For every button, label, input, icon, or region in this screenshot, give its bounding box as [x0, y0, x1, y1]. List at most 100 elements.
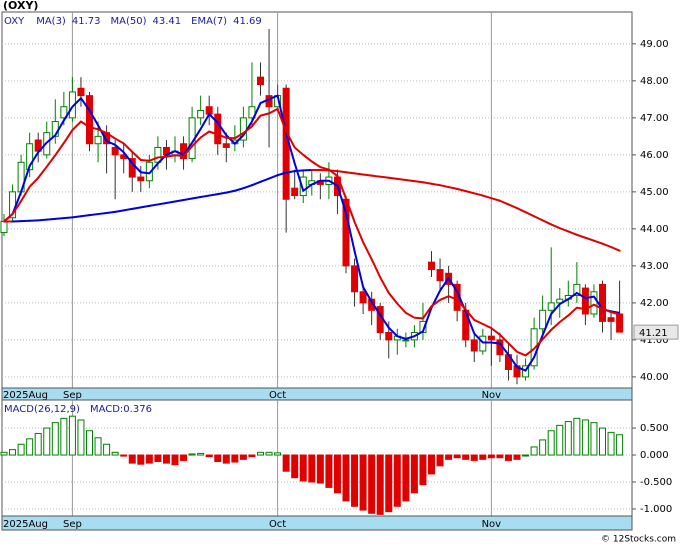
candle-body [547, 302, 555, 311]
ma-segment [79, 214, 91, 218]
candle-body [359, 291, 367, 304]
macd-bar [616, 434, 624, 456]
macd-bar [103, 443, 111, 456]
candle-body [573, 283, 581, 296]
ma-segment [37, 218, 48, 222]
macd-bar [239, 454, 247, 460]
macd-bar [479, 454, 487, 460]
candle-body [145, 161, 153, 182]
macd-bar [573, 417, 581, 456]
candle-body [26, 143, 34, 171]
macd-bar [487, 454, 495, 459]
footer: © 12Stocks.com [601, 535, 676, 545]
ma-segment [276, 171, 288, 177]
ma-segment [268, 174, 279, 180]
candle-body [60, 106, 68, 119]
legend-value: 41.69 [233, 16, 262, 27]
macd-bar [376, 454, 384, 515]
ma-segment [97, 211, 108, 216]
macd-bar [77, 419, 85, 456]
macd-bar [419, 454, 427, 486]
x-tick-label: Nov [482, 519, 502, 530]
macd-bar [496, 454, 504, 459]
macd-bar [214, 454, 222, 463]
ma-segment [430, 182, 442, 187]
macd-bar [86, 430, 93, 456]
ma-segment [216, 191, 228, 196]
legend-entry: MA(3) [36, 16, 66, 27]
ma-segment [464, 190, 476, 195]
legend-value: 43.41 [152, 16, 181, 27]
macd-bar [68, 415, 76, 456]
candle-body [607, 317, 615, 322]
ma-segment [541, 219, 553, 226]
macd-bar [564, 421, 572, 456]
candle-body [0, 220, 8, 234]
ma-segment [481, 194, 493, 200]
ma-segment [199, 194, 211, 199]
ma-line [3, 107, 620, 357]
candle-body [248, 106, 256, 119]
ma-segment [575, 233, 587, 239]
y-tick-label: 40.00 [640, 372, 669, 383]
ma-segment [601, 242, 613, 248]
y-tick-label: 45.00 [640, 187, 669, 198]
macd-bar [34, 432, 42, 456]
ma-segment [387, 176, 399, 180]
ma-segment [88, 213, 100, 217]
x-tick-label: Oct [269, 519, 286, 530]
macd-bar [316, 454, 324, 484]
y-tick-label: 44.00 [640, 224, 669, 235]
y-tick-label: 47.00 [640, 113, 669, 124]
macd-bar [428, 454, 435, 475]
ma-segment [156, 201, 168, 206]
ma-segment [507, 203, 518, 210]
candle-body [77, 87, 85, 97]
macd-bar [393, 454, 401, 507]
ma-segment [610, 246, 621, 252]
legend-entry: MA(50) [110, 16, 146, 27]
plot-area [1, 11, 633, 389]
ma-segment [353, 172, 365, 176]
candle-body [402, 339, 410, 342]
macd-bar [231, 454, 239, 463]
macd-bar [60, 417, 68, 456]
ma-segment [336, 170, 347, 174]
macd-bar [470, 454, 478, 461]
macd-bar [111, 451, 119, 456]
x-tick-label: Sep [63, 519, 82, 530]
macd-bar [333, 454, 341, 494]
candle-body [590, 291, 598, 315]
macd-bar [599, 427, 606, 456]
macd-bar [325, 454, 333, 488]
y-tick-label: 41.00 [640, 335, 669, 346]
ma-segment [550, 223, 561, 230]
ma-segment [293, 169, 305, 173]
ma-segment [233, 187, 245, 192]
macd-bar [522, 454, 530, 457]
date-axis [1, 515, 633, 531]
macd-bar [590, 422, 598, 456]
macd-bar [504, 454, 512, 461]
candle-body [539, 309, 547, 330]
macd-bar [265, 451, 273, 456]
ma-segment [208, 193, 219, 197]
ma-segment [490, 197, 501, 202]
candle-body [385, 331, 393, 341]
macd-bar [171, 454, 179, 466]
macd-bar [513, 454, 521, 460]
macd-bar [410, 454, 418, 494]
macd-value: MACD:0.376 [90, 404, 152, 415]
price-tag [633, 324, 679, 340]
ma-segment [413, 180, 424, 184]
ma-segment [191, 196, 202, 200]
ma-segment [421, 181, 433, 185]
candle-body [214, 113, 222, 145]
candle-body [581, 287, 589, 315]
ma-segment [62, 216, 74, 220]
macd-bar [257, 451, 264, 456]
macd-bar [462, 454, 470, 460]
ma-segment [396, 177, 407, 182]
legend-symbol: OXY [4, 16, 25, 27]
x-tick-label: Oct [269, 390, 286, 401]
